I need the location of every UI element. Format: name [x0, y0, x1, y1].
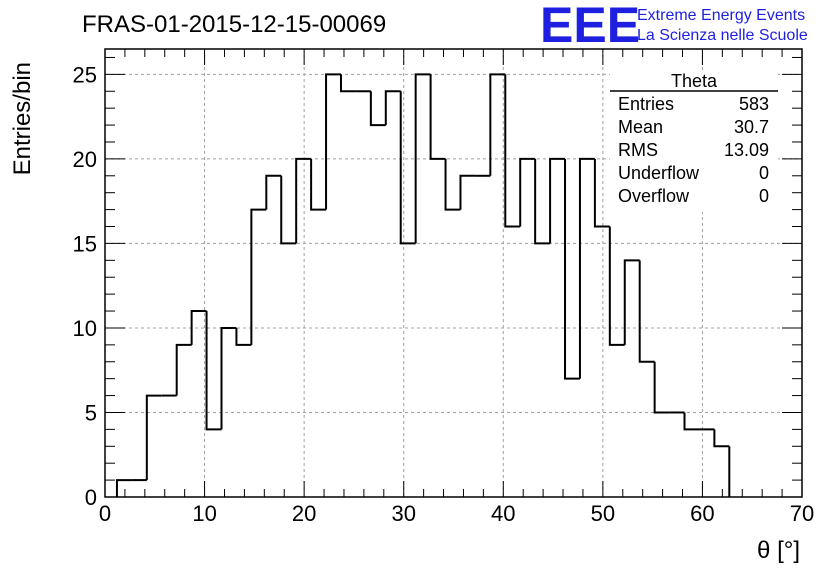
statistics-row-label: Overflow	[618, 186, 690, 206]
histogram-bin	[145, 394, 162, 481]
histogram-bin	[444, 158, 461, 211]
histogram-bin	[623, 259, 640, 345]
histogram-bin	[384, 90, 401, 126]
histogram-bin	[280, 175, 297, 245]
y-tick-label: 10	[73, 316, 97, 341]
statistics-row-label: Underflow	[618, 163, 700, 183]
histogram-bin	[369, 91, 386, 127]
histogram-bin	[608, 226, 625, 346]
histogram-bin	[593, 158, 610, 228]
statistics-box-background	[610, 72, 778, 212]
histogram-bin	[504, 74, 521, 228]
histogram-bin	[115, 479, 132, 497]
x-axis-label: θ [°]	[757, 537, 800, 564]
plot-frame	[104, 48, 803, 498]
x-tick-label: 10	[192, 501, 216, 526]
histogram-bin	[429, 74, 446, 160]
statistics-row-label: Entries	[618, 94, 674, 114]
eee-logo: EEE Extreme Energy Events La Scienza nel…	[540, 0, 808, 53]
x-tick-label: 30	[391, 501, 415, 526]
histogram-bin	[250, 208, 267, 345]
statistics-row-value: 583	[739, 94, 769, 114]
y-tick-label: 0	[85, 485, 97, 510]
x-tick-label: 60	[690, 501, 714, 526]
eee-logo-line1: Extreme Energy Events	[637, 7, 805, 24]
y-tick-label: 25	[73, 62, 97, 87]
histogram-bin	[265, 174, 282, 210]
chart-title: FRAS-01-2015-12-15-00069	[82, 11, 386, 38]
axes-frame	[104, 48, 803, 498]
histogram-bin	[534, 158, 551, 245]
y-tick-label: 15	[73, 231, 97, 256]
histogram-bin	[220, 326, 237, 430]
statistics-row-label: Mean	[618, 117, 663, 137]
tick-labels: 0 10 20 30 40 50 60 70 0 5 10 15 20 25	[73, 62, 815, 526]
histogram-bin	[564, 158, 580, 380]
histogram-bin	[489, 73, 506, 176]
statistics-row-value: 0	[759, 186, 769, 206]
histogram-bin	[459, 174, 476, 210]
x-tick-label: 50	[591, 501, 615, 526]
histogram-bin	[310, 158, 327, 211]
y-axis-label: Entries/bin	[9, 62, 36, 175]
eee-logo-line2: La Scienza nelle Scuole	[637, 27, 808, 44]
statistics-rows: Entries 583 Mean 30.7 RMS 13.09 Underflow 0 Over…	[618, 94, 769, 206]
histogram-bin	[683, 412, 700, 431]
y-tick-label: 5	[85, 400, 97, 425]
histogram-bin	[638, 260, 655, 363]
histogram-bars	[115, 73, 731, 497]
y-tick-label: 20	[73, 147, 97, 172]
histogram-bin	[653, 361, 670, 414]
histogram-bin	[713, 429, 730, 448]
histogram-bin	[235, 327, 252, 346]
statistics-title: Theta	[671, 71, 718, 91]
histogram-bin	[549, 157, 566, 244]
x-tick-label: 70	[790, 501, 814, 526]
histogram-bin	[175, 343, 192, 396]
statistics-row-value: 30.7	[734, 117, 769, 137]
histogram-bin	[414, 73, 431, 244]
x-tick-label: 0	[99, 501, 111, 526]
histogram-bin	[519, 157, 536, 227]
histogram-bin	[295, 157, 312, 244]
statistics-row-value: 13.09	[724, 140, 769, 160]
histogram-bin	[339, 74, 356, 93]
x-tick-label: 20	[292, 501, 316, 526]
statistics-box: Theta Entries 583 Mean 30.7 RMS 13.09 Underflo…	[610, 71, 778, 212]
eee-logo-letters: EEE	[540, 0, 640, 53]
statistics-row-label: RMS	[618, 140, 658, 160]
histogram-bin	[399, 91, 416, 245]
histogram-bin	[578, 157, 595, 379]
histogram-bin	[205, 311, 222, 431]
histogram-bin	[190, 310, 207, 345]
x-tick-label: 40	[491, 501, 515, 526]
histogram-bin	[325, 73, 341, 210]
statistics-row-value: 0	[759, 163, 769, 183]
axis-ticks	[104, 49, 803, 498]
